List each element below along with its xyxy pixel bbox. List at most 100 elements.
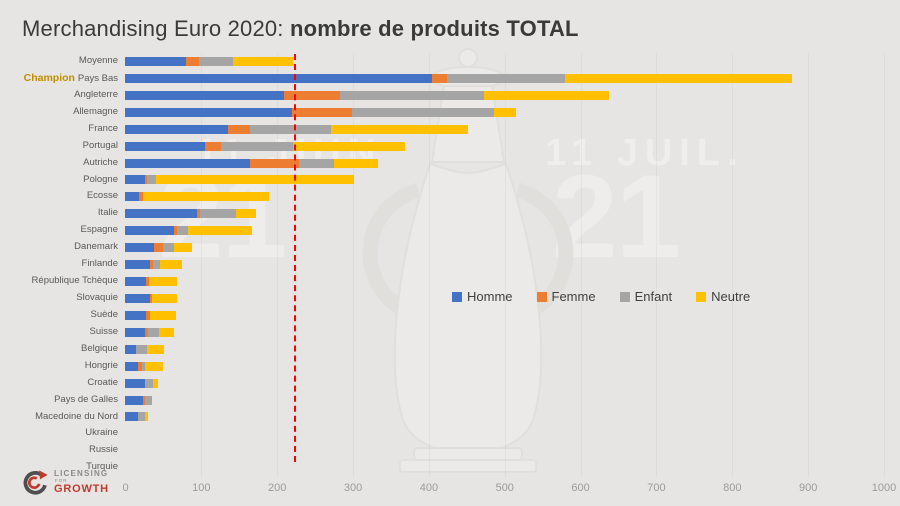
bar-segment-femme: [186, 56, 199, 66]
logo-for: FOR: [55, 477, 68, 483]
legend-swatch-enfant: [619, 291, 630, 302]
chart-row: Hongrie: [0, 358, 900, 375]
legend-item-homme: Homme: [452, 289, 513, 304]
x-axis-tick-label: 900: [798, 482, 818, 494]
bar-stack: [125, 226, 252, 236]
bar-stack: [125, 192, 270, 202]
gridline: [353, 53, 355, 477]
bar-segment-femme: [137, 361, 143, 371]
row-label: Italie: [97, 207, 118, 219]
bar-segment-enfant: [162, 243, 175, 253]
logo: LICENSING FOR GROWTH: [22, 469, 109, 496]
bar-stack: [125, 344, 164, 354]
logo-licensing: LICENSING: [54, 468, 109, 478]
legend-label: Neutre: [711, 289, 751, 304]
bar-segment-homme: [125, 107, 292, 117]
chart-row: Angleterre: [0, 87, 900, 104]
chart-row: Croatie: [0, 375, 900, 392]
gridline: [808, 53, 810, 477]
x-axis-tick-label: 600: [571, 482, 590, 494]
row-label: Pologne: [83, 173, 118, 185]
row-label: Espagne: [80, 224, 118, 236]
bar-segment-femme: [144, 175, 147, 185]
row-label: France: [88, 122, 118, 134]
bar-segment-neutre: [493, 107, 516, 117]
x-axis-tick-label: 500: [495, 482, 514, 494]
row-label: Hongrie: [84, 359, 118, 371]
bar-segment-homme: [125, 56, 187, 66]
chart-row: Danemark: [0, 239, 900, 256]
chart-row: Ukraine: [0, 425, 900, 442]
bar-segment-neutre: [483, 90, 609, 100]
bar-stack: [125, 124, 468, 134]
bar-stack: [125, 209, 257, 219]
row-label: Ecosse: [86, 190, 118, 202]
bar-stack: [125, 90, 609, 100]
bar-segment-femme: [146, 277, 149, 287]
page-title: Merchandising Euro 2020: nombre de produ…: [22, 16, 579, 42]
bar-segment-neutre: [330, 124, 468, 134]
legend-swatch-homme: [452, 291, 462, 302]
row-label: Moyenne: [78, 55, 118, 66]
bar-segment-enfant: [220, 141, 294, 151]
bar-stack: [125, 260, 182, 270]
bar-segment-femme: [150, 260, 154, 270]
bar-stack: [125, 293, 177, 303]
bar-segment-homme: [125, 192, 139, 202]
row-label: Belgique: [81, 342, 118, 354]
bar-segment-enfant: [447, 73, 565, 83]
bar-segment-enfant: [137, 412, 145, 422]
bar-segment-homme: [125, 175, 145, 185]
bar-segment-homme: [125, 378, 146, 388]
row-label: Ukraine: [85, 427, 118, 439]
chart-row: Ecosse: [0, 188, 900, 205]
bar-segment-neutre: [293, 141, 405, 151]
row-label: Pays de Galles: [54, 393, 118, 405]
legend-label: Homme: [467, 289, 513, 304]
bar-segment-femme: [144, 327, 148, 337]
bar-segment-homme: [125, 141, 205, 151]
bar-segment-homme: [125, 158, 251, 168]
chart-row: Finlande: [0, 256, 900, 273]
bar-stack: [125, 243, 193, 253]
bar-segment-enfant: [176, 226, 188, 236]
bar-segment-neutre: [333, 158, 379, 168]
bar-segment-neutre: [145, 361, 163, 371]
bar-segment-enfant: [136, 344, 147, 354]
bar-segment-femme: [153, 243, 163, 253]
chart-row: Portugal: [0, 138, 900, 155]
bar-segment-neutre: [156, 175, 355, 185]
legend-item-femme: Femme: [536, 289, 596, 304]
row-label: Finlande: [81, 258, 118, 270]
chart-row: Allemagne: [0, 104, 900, 121]
watermark-year-right: 21: [552, 151, 681, 283]
bar-stack: [125, 412, 148, 422]
row-label: Autriche: [83, 156, 118, 168]
bar-segment-enfant: [200, 209, 236, 219]
row-label: Champion Pays Bas: [23, 71, 118, 84]
bar-segment-neutre: [144, 412, 148, 422]
row-label: Croatie: [87, 376, 118, 388]
bar-segment-enfant: [339, 90, 484, 100]
gridline: [884, 53, 885, 477]
row-label: Turquie: [86, 461, 118, 473]
bar-segment-femme: [291, 107, 352, 117]
bar-segment-homme: [125, 327, 145, 337]
legend-label: Femme: [551, 289, 596, 304]
x-axis-tick-label: 700: [647, 482, 666, 494]
gridline: [580, 53, 582, 477]
title-bold: nombre de produits TOTAL: [289, 16, 579, 41]
x-axis-tick-label: 800: [723, 482, 742, 494]
champion-badge: Champion: [23, 71, 78, 84]
chart-row: Macedoine du Nord: [0, 409, 900, 426]
bar-segment-enfant: [146, 175, 157, 185]
bar-segment-homme: [125, 243, 154, 253]
bar-segment-neutre: [150, 310, 176, 320]
bar-segment-enfant: [198, 56, 234, 66]
row-label: Allemagne: [73, 105, 118, 117]
bar-segment-neutre: [187, 226, 252, 236]
bar-segment-homme: [125, 293, 151, 303]
bar-segment-neutre: [564, 73, 793, 83]
bar-segment-femme: [284, 90, 340, 100]
